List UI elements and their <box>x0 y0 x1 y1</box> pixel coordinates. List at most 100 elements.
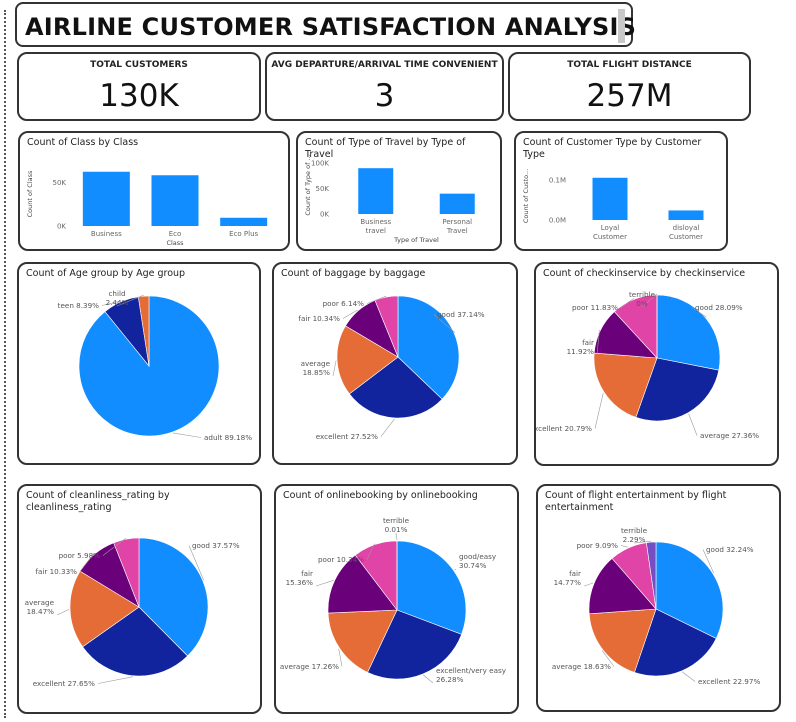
data-label: terrible <box>621 526 648 535</box>
x-axis-label: Class <box>166 239 184 247</box>
y-tick-label: 0K <box>320 211 329 219</box>
y-axis-label: Count of Custo... <box>522 169 530 223</box>
data-label: terrible <box>629 290 656 299</box>
leader-line <box>381 419 395 437</box>
kpi-label: AVG DEPARTURE/ARRIVAL TIME CONVENIENT <box>267 60 502 70</box>
x-tick-label: Customer <box>669 233 703 241</box>
data-label: good 37.57% <box>192 541 240 550</box>
chart-card-flight-entertainment[interactable]: Count of flight entertainment by flight … <box>536 484 781 712</box>
data-label: good/easy <box>459 552 497 561</box>
bar-business-travel <box>358 168 393 214</box>
data-label: 0% <box>636 299 648 308</box>
leader-line <box>584 583 593 586</box>
data-label: adult 89.18% <box>204 433 252 442</box>
bar-eco <box>152 175 199 226</box>
data-label: excellent/very easy <box>436 666 507 675</box>
data-label: excellent 27.52% <box>316 432 378 441</box>
title-card: AIRLINE CUSTOMER SATISFACTION ANALYSIS <box>15 2 633 47</box>
chart-card-age-group[interactable]: Count of Age group by Age group adult 89… <box>17 262 261 465</box>
page-border-dotted <box>4 10 6 718</box>
kpi-label: TOTAL FLIGHT DISTANCE <box>510 60 749 70</box>
leader-line <box>595 393 603 429</box>
data-label: 0.01% <box>385 525 408 534</box>
pie-chart-flight-entertainment: good 32.24% excellent 22.97% average 18.63… <box>538 486 783 714</box>
data-label: 15.36% <box>286 578 314 587</box>
data-label: good 28.09% <box>695 303 743 312</box>
y-tick-label: 50K <box>316 185 330 193</box>
x-tick-label: Business <box>91 230 122 238</box>
y-axis-label: Count of Class <box>26 170 34 217</box>
kpi-card-avg-time-convenient: AVG DEPARTURE/ARRIVAL TIME CONVENIENT 3 <box>265 52 504 121</box>
x-tick-label: Eco Plus <box>229 230 258 238</box>
data-label: poor 10.34% <box>318 555 364 564</box>
data-label: 18.85% <box>303 368 331 377</box>
data-label: terrible <box>383 516 410 525</box>
title-accent-bar <box>618 9 625 43</box>
leader-line <box>689 414 697 436</box>
data-label: average 18.63% <box>552 662 611 671</box>
x-tick-label: Business <box>360 218 391 226</box>
data-label: fair 10.33% <box>35 567 77 576</box>
bar-eco-plus <box>220 218 267 226</box>
leader-line <box>396 533 397 540</box>
data-label: poor 5.98% <box>59 551 101 560</box>
data-label: poor 11.83% <box>572 303 618 312</box>
pie-chart-checkinservice: good 28.09% average 27.36% excellent 20.79… <box>536 264 781 468</box>
data-label: 2.29% <box>623 535 646 544</box>
chart-card-checkinservice[interactable]: Count of checkinservice by checkinservic… <box>534 262 779 466</box>
leader-line <box>682 672 695 682</box>
data-label: child <box>108 289 125 298</box>
leader-line <box>57 609 69 615</box>
leader-line <box>455 569 456 570</box>
kpi-card-total-customers: TOTAL CUSTOMERS 130K <box>17 52 261 121</box>
x-axis-label: Type of Travel <box>393 236 439 244</box>
y-tick-label: 50K <box>53 179 67 187</box>
x-tick-label: Loyal <box>601 224 619 232</box>
y-tick-label: 100K <box>311 160 329 168</box>
y-tick-label: 0.0M <box>549 217 566 225</box>
data-label: fair <box>301 569 313 578</box>
x-tick-label: Customer <box>593 233 627 241</box>
leader-line <box>423 675 433 683</box>
data-label: average 27.36% <box>700 431 759 440</box>
kpi-card-total-flight-distance: TOTAL FLIGHT DISTANCE 257M <box>508 52 751 121</box>
data-label: teen 8.39% <box>58 301 100 310</box>
y-tick-label: 0K <box>57 223 66 231</box>
y-axis-label: Count of Type of ... <box>304 154 312 215</box>
kpi-value: 130K <box>19 78 259 114</box>
chart-card-customer-type[interactable]: Count of Customer Type by Customer Type … <box>514 131 728 251</box>
chart-card-type-of-travel[interactable]: Count of Type of Travel by Type of Trave… <box>296 131 502 251</box>
chart-card-class[interactable]: Count of Class by Class 0K 50K Count of Cl… <box>18 131 290 251</box>
data-label: average <box>301 359 331 368</box>
kpi-label: TOTAL CUSTOMERS <box>19 60 259 70</box>
data-label: fair <box>582 338 594 347</box>
data-label: average <box>25 598 55 607</box>
y-tick-label: 0.1M <box>549 177 566 185</box>
data-label: 18.47% <box>27 607 55 616</box>
leader-line <box>621 546 628 548</box>
pie-slices <box>589 542 723 676</box>
x-tick-label: Personal <box>442 218 472 226</box>
leader-line <box>173 433 201 438</box>
pie-chart-baggage: good 37.14%excellent 27.52%average18.85%… <box>274 264 520 467</box>
x-tick-label: travel <box>366 227 386 235</box>
data-label: 14.77% <box>554 578 582 587</box>
x-tick-label: disloyal <box>673 224 700 232</box>
leader-line <box>316 580 334 586</box>
chart-card-onlinebooking[interactable]: Count of onlinebooking by onlinebooking … <box>274 484 519 714</box>
data-label: poor 6.14% <box>323 299 365 308</box>
data-label: fair 10.34% <box>298 314 340 323</box>
data-label: 26.28% <box>436 675 464 684</box>
data-label: 30.74% <box>459 561 487 570</box>
data-label: excellent 27.65% <box>33 679 95 688</box>
chart-card-baggage[interactable]: Count of baggage by baggage good 37.14% e… <box>272 262 518 465</box>
chart-card-cleanliness-rating[interactable]: Count of cleanliness_rating by cleanline… <box>17 484 262 714</box>
leader-line <box>333 361 336 377</box>
data-label: 11.92% <box>567 347 595 356</box>
x-tick-label: Eco <box>169 230 182 238</box>
page-title: AIRLINE CUSTOMER SATISFACTION ANALYSIS <box>25 13 636 41</box>
data-label: excellent 20.79% <box>536 424 592 433</box>
